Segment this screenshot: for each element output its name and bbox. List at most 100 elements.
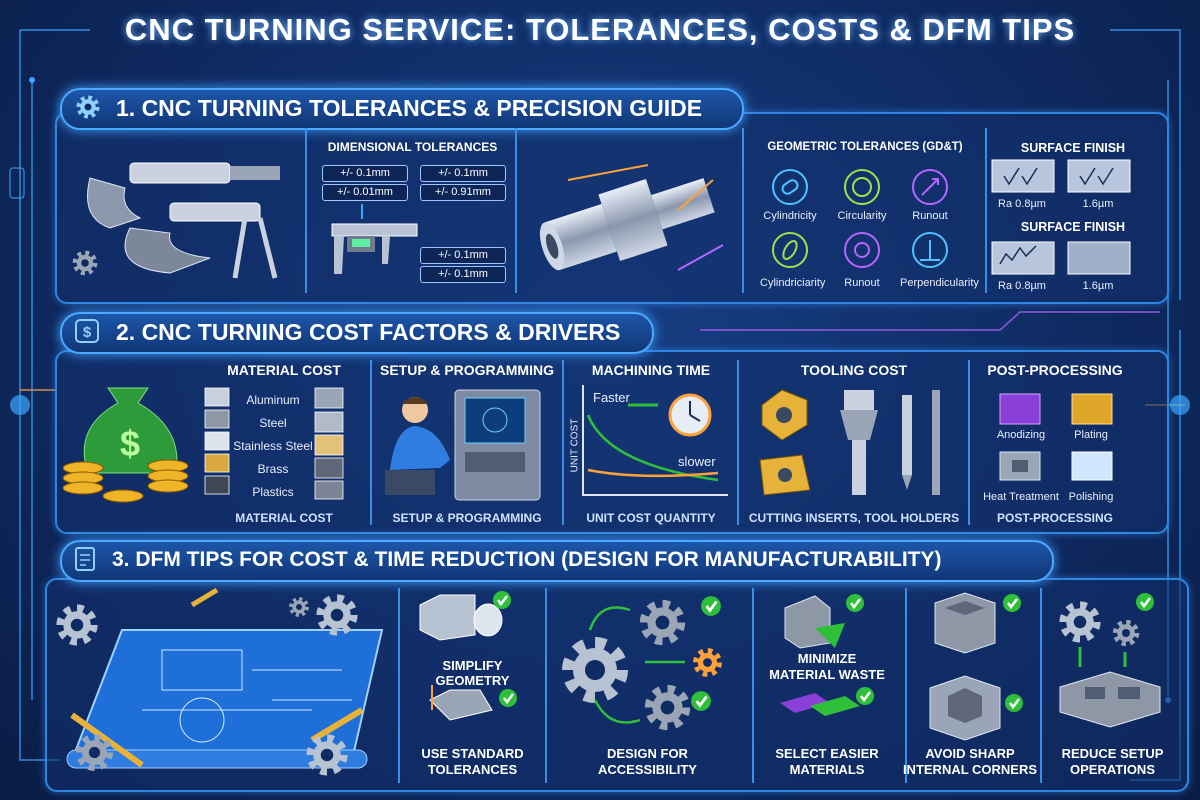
decor-rect [1012,460,1028,472]
decor-rect [331,223,418,237]
decor-path [587,468,719,478]
decor-use [1116,623,1137,644]
decor-circle [29,77,35,83]
page-title: CNC TURNING SERVICE: TOLERANCES, COSTS &… [124,12,1076,47]
divider [515,128,517,293]
decor-rect [1085,687,1105,699]
divider [905,588,907,783]
decor-use [61,609,94,642]
decor-rect [204,431,230,451]
decor-path [689,401,701,422]
finish-label: 1.6µm [1082,280,1114,292]
column-title: DIMENSIONAL TOLERANCES [327,140,498,154]
decor-ellipse [102,489,144,503]
decor-path [142,669,352,711]
programmer-illustration [385,389,541,501]
column-footer: POST-PROCESSING [996,511,1114,525]
gdt-label: Circularity [837,210,887,222]
column-title: GEOMETRIC TOLERANCES (GD&T) [767,141,963,153]
decor-path [232,217,278,279]
surface-finish-samples [991,159,1131,275]
decor-path [948,688,982,723]
decor-circle [482,407,508,433]
decor-text: $ [120,423,140,464]
decor-path [921,178,939,196]
decor-path [429,689,493,721]
divider [305,128,307,293]
process-label: Polishing [1068,491,1114,503]
decor-use [1004,693,1024,713]
divider [1040,588,1042,783]
decor-circle [772,169,808,205]
tolerance-label: +/- 0.1mm [420,266,506,283]
caliper-illustration [331,204,418,274]
decor-circle [778,468,792,482]
decor-ellipse [473,603,503,637]
decor-g [772,169,948,268]
material-label: Aluminum [246,393,300,407]
decor-rect [204,453,230,473]
decor-use [492,590,512,610]
decor-circle [912,169,948,205]
decor-g [142,649,352,743]
decor-path [390,426,450,470]
tip-label: AVOID SHARP [925,746,1015,761]
tip-label: REDUCE SETUP [1061,746,1164,761]
divider [562,360,564,525]
column-title: POST-PROCESSING [987,362,1123,378]
decor-rect [1067,241,1131,275]
decor-g [62,459,189,503]
decor-rect [1071,451,1113,481]
decor-ellipse [782,239,798,261]
decor-g [999,167,1114,265]
setup-icons [1050,592,1161,728]
finish-swatches [999,393,1113,481]
decor-g [539,178,715,271]
decor-path [87,177,142,229]
tolerance-label: +/- 0.1mm [322,165,408,182]
section-heading: 2. CNC TURNING COST FACTORS & DRIVERS [116,319,621,345]
column-title: SURFACE FINISH [1020,141,1126,155]
tolerance-label: +/- 0.91mm [420,184,506,201]
process-label: Plating [1074,429,1108,441]
tip-label: SIMPLIFY [442,658,503,673]
decor-rect [314,434,344,456]
decor-path [190,587,219,608]
decor-rect [465,452,525,472]
curve-label: Faster [593,390,630,405]
decor-rect [230,166,280,180]
gdt-label: Cylindriciarity [760,277,826,289]
cost-curve [582,385,728,496]
decor-use [690,690,712,712]
decor-path [582,385,728,496]
divider [742,128,744,293]
decor-rect [852,440,866,495]
decor-circle [912,232,948,268]
material-icons [780,593,875,716]
material-label: Stainless Steel [233,439,313,453]
decor-path [902,475,912,490]
process-label: Anodizing [996,429,1046,441]
decor-path [920,240,940,261]
decor-path [1079,167,1114,186]
column-title: MACHINING TIME [591,362,711,378]
column-title: SETUP & PROGRAMMING [380,362,554,378]
decor-path [840,410,878,440]
decor-rect [932,390,940,495]
decor-rect [314,480,344,500]
gdt-label: Perpendicularity [900,277,979,289]
decor-rect [9,167,25,199]
decor-rect [1067,159,1131,193]
decor-path [334,236,390,274]
decor-use [845,593,865,613]
decor-rect [844,390,874,410]
column-footer: SETUP & PROGRAMMING [392,511,542,525]
decor-path [700,311,1160,331]
divider [370,360,372,525]
decor-rect [1118,687,1140,699]
shaft-illustration [539,164,724,271]
decor-path [402,397,428,404]
decor-rect [385,470,435,495]
blueprint-illustration [52,587,384,785]
decor-g [10,77,1190,703]
